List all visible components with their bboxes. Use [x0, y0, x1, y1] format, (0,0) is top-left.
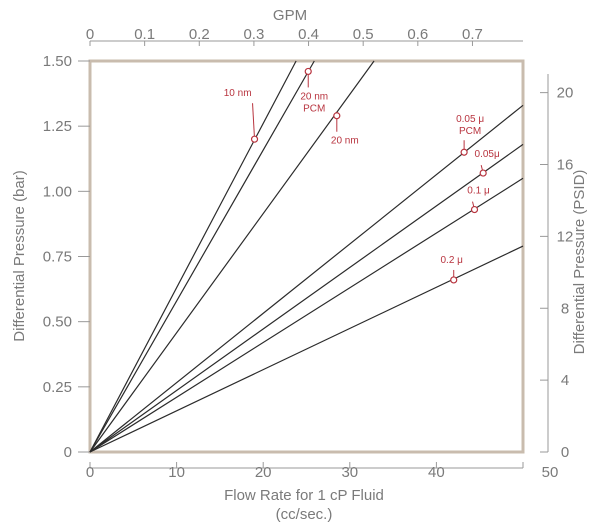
- series-line: [89, 60, 297, 453]
- bottom-axis-tick-label: 40: [428, 464, 445, 481]
- series-label: PCM: [303, 103, 325, 114]
- data-marker: [479, 169, 487, 177]
- top-axis-tick-label: 0: [86, 26, 94, 43]
- annotation-leader: [252, 103, 256, 140]
- top-axis-tick-label: 0.1: [134, 26, 155, 43]
- left-axis-tick-label: 0.50: [43, 314, 72, 331]
- data-marker: [250, 135, 259, 143]
- data-marker: [470, 205, 479, 214]
- bottom-axis-tick-label: 10: [168, 464, 185, 481]
- bottom-axis-title-line1: Flow Rate for 1 cP Fluid: [224, 487, 384, 504]
- left-axis-tick-label: 0: [64, 444, 72, 461]
- bottom-axis-tick-label: 50: [542, 464, 559, 481]
- series-line: [89, 60, 315, 453]
- top-axis-tick-label: 0.4: [298, 26, 319, 43]
- data-marker: [333, 112, 341, 120]
- bottom-axis-tick-label: 0: [86, 464, 94, 481]
- series-layer: [89, 60, 524, 453]
- bottom-axis-title-line2: (cc/sec.): [276, 506, 333, 523]
- left-axis-tick-label: 0.75: [43, 249, 72, 266]
- right-axis-tick-label: 20: [557, 85, 574, 102]
- data-marker: [450, 276, 458, 284]
- series-label: 10 nm: [224, 88, 252, 99]
- series-label: 0.2 μ: [440, 255, 463, 266]
- data-marker: [304, 67, 312, 76]
- top-axis-title: GPM: [273, 7, 307, 24]
- top-axis-tick-label: 0.6: [407, 26, 428, 43]
- series-line: [89, 245, 524, 453]
- right-axis-tick-label: 12: [557, 228, 574, 245]
- series-label: 20 nm: [300, 91, 328, 102]
- left-axis-tick-label: 0.25: [43, 379, 72, 396]
- left-axis-tick-label: 1.50: [43, 53, 72, 70]
- left-axis-tick-label: 1.25: [43, 118, 72, 135]
- top-axis-tick-label: 0.2: [189, 26, 210, 43]
- left-axis-tick-label: 1.00: [43, 183, 72, 200]
- series-line: [89, 60, 375, 453]
- right-axis-tick-label: 0: [561, 444, 569, 461]
- series-line: [89, 143, 524, 453]
- data-marker: [460, 148, 468, 156]
- series-label: 0.05μ: [475, 149, 500, 160]
- axes-layer: [78, 40, 549, 469]
- bottom-axis-tick-label: 20: [255, 464, 272, 481]
- left-axis-title: Differential Pressure (bar): [11, 170, 28, 341]
- series-line: [89, 177, 524, 453]
- series-label: 0.1 μ: [467, 186, 490, 197]
- top-axis-tick-label: 0.7: [462, 26, 483, 43]
- series-label: 0.05 μ: [456, 114, 484, 125]
- right-axis-tick-label: 16: [557, 157, 574, 174]
- series-line: [89, 104, 524, 453]
- right-axis-title: Differential Pressure (PSID): [571, 170, 588, 355]
- bottom-axis-tick-label: 30: [341, 464, 358, 481]
- series-label: 20 nm: [331, 136, 359, 147]
- axis-text-layer: GPM Flow Rate for 1 cP Fluid (cc/sec.) D…: [11, 7, 588, 523]
- series-label: PCM: [459, 126, 481, 137]
- right-axis-tick-label: 4: [561, 372, 569, 389]
- top-axis-tick-label: 0.5: [353, 26, 374, 43]
- right-axis-tick-label: 8: [561, 300, 569, 317]
- top-axis-tick-label: 0.3: [243, 26, 264, 43]
